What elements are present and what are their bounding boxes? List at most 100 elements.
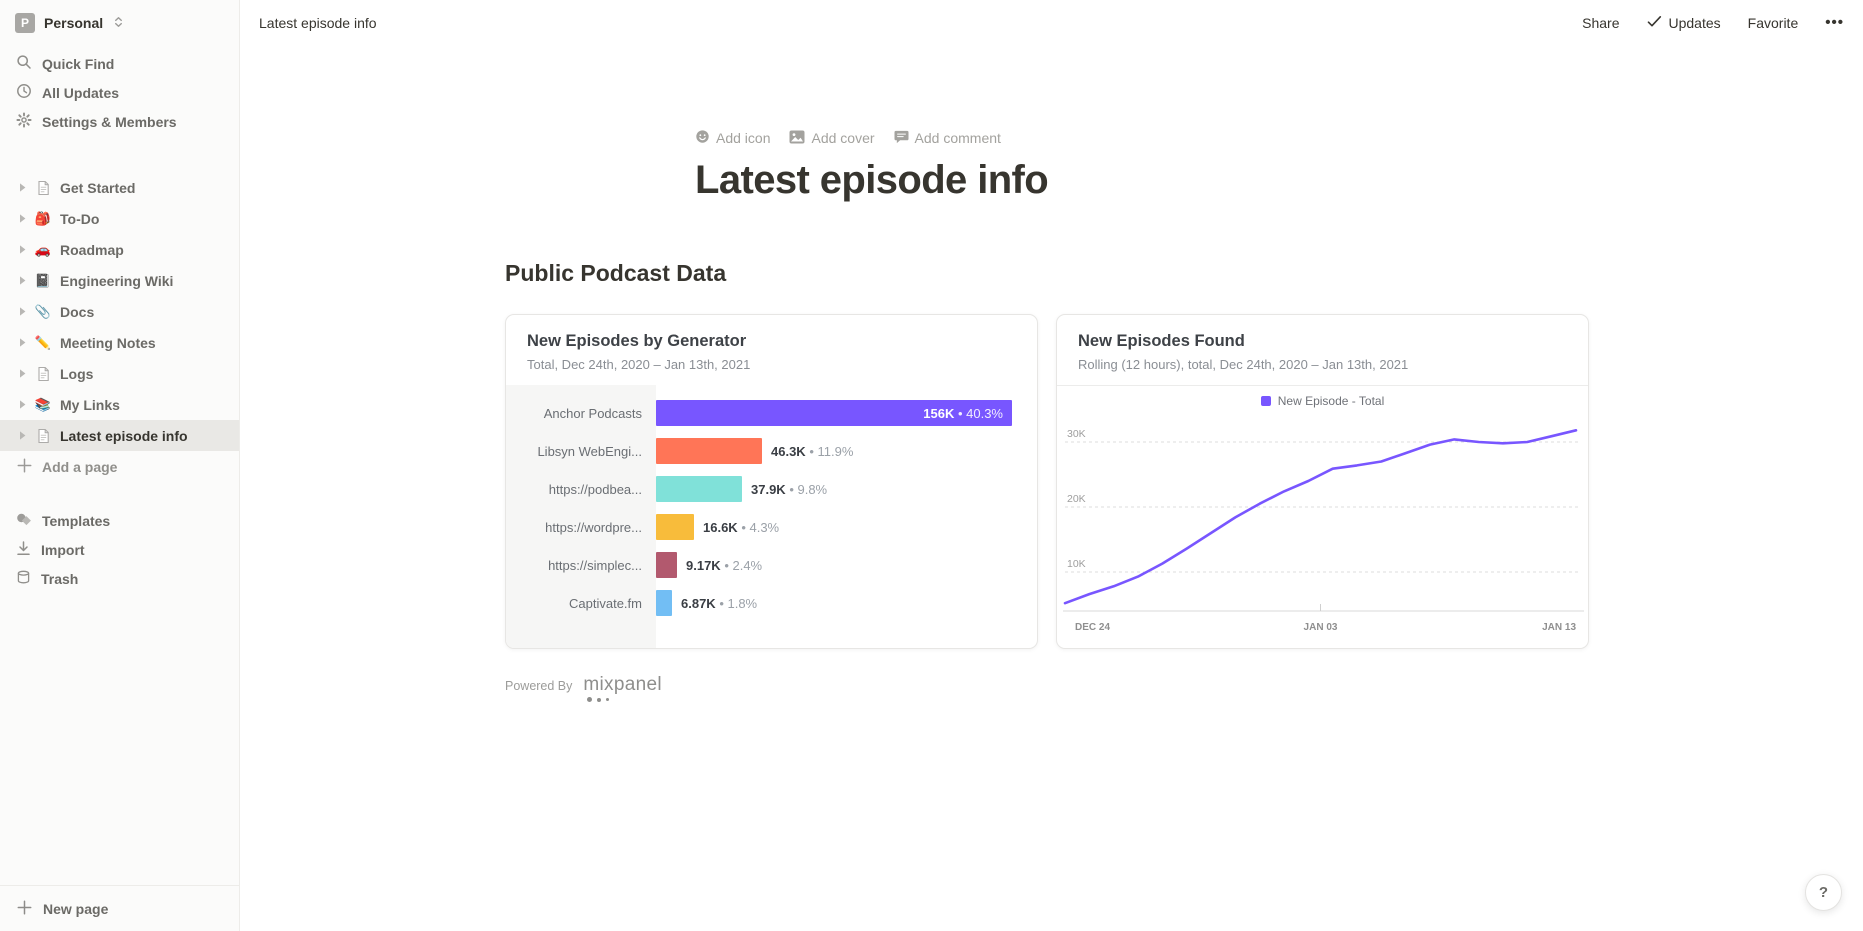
- bar-track: 6.87K • 1.8%: [656, 584, 1037, 622]
- sidebar-page-to-do[interactable]: 🎒 To-Do: [0, 203, 239, 234]
- bar-segment[interactable]: [656, 476, 742, 502]
- bar-category-label: https://wordpre...: [545, 519, 642, 535]
- sidebar-page-get-started[interactable]: Get Started: [0, 172, 239, 203]
- expand-toggle-icon[interactable]: [14, 430, 30, 441]
- sidebar-item-trash[interactable]: Trash: [0, 564, 239, 593]
- bar-track: 16.6K • 4.3%: [656, 508, 1037, 546]
- add-a-page-label: Add a page: [42, 458, 118, 475]
- add-a-page-button[interactable]: Add a page: [0, 451, 239, 482]
- sidebar-page-latest-episode-info[interactable]: Latest episode info: [0, 420, 239, 451]
- share-button[interactable]: Share: [1582, 14, 1620, 31]
- svg-text:JAN 13: JAN 13: [1542, 622, 1576, 633]
- sidebar-item-templates[interactable]: Templates: [0, 506, 239, 535]
- section-heading[interactable]: Public Podcast Data: [505, 260, 727, 286]
- page-title[interactable]: Latest episode info: [695, 158, 1049, 202]
- powered-by-label: Powered By: [505, 679, 573, 693]
- help-button[interactable]: ?: [1805, 874, 1842, 911]
- backpack-emoji: 🎒: [34, 210, 52, 226]
- chevron-swap-icon: [112, 15, 125, 32]
- chart-card-new-episodes-by-generator: New Episodes by Generator Total, Dec 24t…: [505, 314, 1038, 649]
- bar-segment[interactable]: [656, 590, 672, 616]
- sidebar-item-settings-members[interactable]: Settings & Members: [0, 107, 239, 136]
- sidebar-item-label: Quick Find: [42, 55, 115, 72]
- add-comment-label: Add comment: [914, 130, 1001, 146]
- expand-toggle-icon[interactable]: [14, 368, 30, 379]
- svg-text:JAN 03: JAN 03: [1304, 622, 1338, 633]
- add-cover-button[interactable]: Add cover: [789, 129, 875, 147]
- svg-text:DEC 24: DEC 24: [1075, 622, 1110, 633]
- legend-label: New Episode - Total: [1277, 394, 1385, 408]
- bar-segment[interactable]: 156K • 40.3%: [656, 400, 1012, 426]
- sidebar-page-engineering-wiki[interactable]: 📓 Engineering Wiki: [0, 265, 239, 296]
- gear-icon: [16, 112, 32, 131]
- sidebar: P Personal Quick Find All Updates Settings…: [0, 0, 240, 931]
- expand-toggle-icon[interactable]: [14, 182, 30, 193]
- sidebar-item-label: Import: [41, 541, 85, 558]
- line-chart[interactable]: 10K 20K 30K DEC 24 JAN 03 JAN 13: [1061, 416, 1586, 641]
- sidebar-page-roadmap[interactable]: 🚗 Roadmap: [0, 234, 239, 265]
- expand-toggle-icon[interactable]: [14, 337, 30, 348]
- templates-icon: [16, 512, 32, 530]
- page-icon: [33, 180, 53, 196]
- add-icon-button[interactable]: Add icon: [695, 129, 770, 147]
- sidebar-page-label: To-Do: [60, 210, 100, 227]
- breadcrumb[interactable]: Latest episode info: [259, 14, 377, 31]
- bar-category-label: Captivate.fm: [569, 595, 642, 611]
- sidebar-page-docs[interactable]: 📎 Docs: [0, 296, 239, 327]
- bar-track: 156K • 40.3%: [656, 394, 1037, 432]
- check-icon: [1647, 15, 1662, 31]
- page-icon: [33, 428, 53, 444]
- sidebar-page-my-links[interactable]: 📚 My Links: [0, 389, 239, 420]
- powered-by-mixpanel[interactable]: Powered By mixpanel: [505, 674, 1591, 703]
- sidebar-page-label: Get Started: [60, 179, 136, 196]
- add-cover-label: Add cover: [811, 130, 875, 146]
- expand-toggle-icon[interactable]: [14, 306, 30, 317]
- sidebar-item-label: Settings & Members: [42, 113, 177, 130]
- books-emoji: 📚: [34, 396, 52, 412]
- expand-toggle-icon[interactable]: [14, 399, 30, 410]
- new-page-label: New page: [43, 900, 109, 917]
- mixpanel-logo: mixpanel: [583, 674, 662, 703]
- sidebar-item-label: Trash: [41, 570, 79, 587]
- sidebar-page-label: Roadmap: [60, 241, 124, 258]
- topbar-actions: Share Updates Favorite •••: [1582, 14, 1844, 31]
- car-emoji: 🚗: [34, 241, 52, 257]
- sidebar-item-all-updates[interactable]: All Updates: [0, 78, 239, 107]
- chart-title: New Episodes by Generator: [527, 332, 747, 350]
- expand-toggle-icon[interactable]: [14, 213, 30, 224]
- more-menu-button[interactable]: •••: [1825, 14, 1844, 31]
- favorite-button[interactable]: Favorite: [1747, 14, 1799, 31]
- sidebar-page-logs[interactable]: Logs: [0, 358, 239, 389]
- pencil-emoji: ✏️: [34, 334, 52, 350]
- sidebar-page-meeting-notes[interactable]: ✏️ Meeting Notes: [0, 327, 239, 358]
- page-content: Add icon Add cover Add comment Latest ep…: [240, 45, 1863, 931]
- sidebar-menu: Quick Find All Updates Settings & Members: [0, 49, 239, 136]
- bar-row: Captivate.fm 6.87K • 1.8%: [506, 584, 1037, 622]
- sidebar-item-label: Templates: [42, 512, 111, 529]
- svg-text:20K: 20K: [1067, 493, 1086, 505]
- bar-segment[interactable]: [656, 438, 762, 464]
- bar-segment[interactable]: [656, 514, 694, 540]
- add-comment-button[interactable]: Add comment: [894, 129, 1001, 147]
- new-page-button[interactable]: New page: [0, 885, 239, 931]
- chart-header: New Episodes Found Rolling (12 hours), t…: [1057, 315, 1588, 386]
- expand-toggle-icon[interactable]: [14, 244, 30, 255]
- sidebar-item-quick-find[interactable]: Quick Find: [0, 49, 239, 78]
- bar-segment[interactable]: [656, 552, 677, 578]
- image-icon: [789, 130, 805, 147]
- legend-item[interactable]: New Episode - Total: [1057, 386, 1588, 416]
- sidebar-item-import[interactable]: Import: [0, 535, 239, 564]
- chart-title: New Episodes Found: [1078, 332, 1245, 350]
- page-controls: Add icon Add cover Add comment: [695, 45, 1591, 147]
- updates-label: Updates: [1668, 14, 1721, 31]
- updates-button[interactable]: Updates: [1647, 15, 1721, 31]
- clock-icon: [16, 83, 32, 102]
- sidebar-page-label: Latest episode info: [60, 427, 188, 444]
- trash-icon: [16, 570, 31, 588]
- topbar: Latest episode info Share Updates Favori…: [240, 0, 1863, 45]
- bar-category-label: Libsyn WebEngi...: [537, 443, 642, 459]
- workspace-switcher[interactable]: P Personal: [0, 0, 239, 41]
- bar-value-label: 156K • 40.3%: [923, 405, 1003, 421]
- import-icon: [16, 540, 31, 559]
- expand-toggle-icon[interactable]: [14, 275, 30, 286]
